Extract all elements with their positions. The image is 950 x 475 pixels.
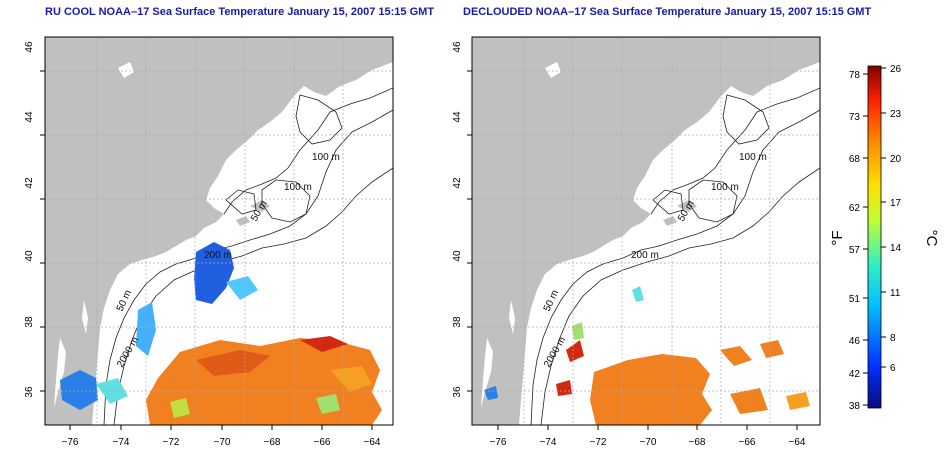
- lat-tick-label: 38: [24, 316, 35, 328]
- left-map-title: RU COOL NOAA–17 Sea Surface Temperature …: [45, 6, 435, 18]
- right-map: 100 m 100 m 50 m 200 m 50 m 2000 m 46 44…: [452, 36, 821, 448]
- c-tick-label: 11: [890, 288, 901, 299]
- fahrenheit-unit-label: °F: [829, 230, 846, 245]
- lat-tick-label: 36: [452, 386, 463, 398]
- f-tick-label: 78: [849, 70, 861, 81]
- left-map: 100 m 100 m 50 m 200 m 50 m 2000 m 46 44…: [24, 36, 394, 448]
- f-tick-label: 46: [849, 336, 861, 347]
- lon-tick-label: −64: [789, 437, 806, 448]
- c-tick-label: 6: [890, 363, 896, 374]
- c-tick-label: 14: [890, 243, 902, 254]
- lon-tick-label: −70: [214, 437, 231, 448]
- celsius-unit-label: °C: [923, 230, 940, 247]
- c-tick-label: 23: [890, 109, 902, 120]
- lon-tick-label: −72: [163, 437, 180, 448]
- sst-warm-region: [556, 340, 810, 425]
- lon-tick-label: −68: [264, 437, 281, 448]
- lon-tick-label: −76: [490, 437, 507, 448]
- lat-tick-label: 42: [24, 177, 35, 189]
- lat-tick-label: 40: [452, 250, 463, 262]
- c-tick-label: 20: [890, 154, 902, 165]
- lon-tick-label: −64: [364, 437, 381, 448]
- f-tick-label: 57: [849, 245, 861, 256]
- lat-tick-label: 46: [452, 41, 463, 53]
- contour-label: 200 m: [631, 250, 659, 261]
- lat-tick-label: 42: [452, 177, 463, 189]
- right-gridlines: [472, 37, 820, 425]
- lon-tick-label: −70: [640, 437, 657, 448]
- lon-tick-label: −72: [590, 437, 607, 448]
- f-tick-label: 51: [849, 294, 861, 305]
- lat-tick-label: 44: [24, 111, 35, 123]
- c-tick-label: 8: [890, 333, 896, 344]
- lat-tick-label: 44: [452, 111, 463, 123]
- sst-warm-region: [146, 336, 382, 425]
- lat-tick-label: 38: [452, 316, 463, 328]
- lon-tick-label: −76: [62, 437, 79, 448]
- contour-label: 100 m: [711, 182, 739, 193]
- lat-tick-label: 36: [24, 386, 35, 398]
- lon-tick-label: −74: [540, 437, 557, 448]
- lon-tick-label: −68: [689, 437, 706, 448]
- lon-tick-label: −74: [113, 437, 130, 448]
- c-tick-label: 26: [890, 64, 902, 75]
- right-lon-axis: −76 −74 −72 −70 −68 −66 −64: [490, 425, 806, 448]
- f-tick-label: 68: [849, 154, 861, 165]
- f-tick-label: 62: [849, 203, 861, 214]
- lon-tick-label: −66: [739, 437, 756, 448]
- contour-label: 100 m: [312, 152, 340, 163]
- lat-tick-label: 40: [24, 250, 35, 262]
- contour-label: 100 m: [739, 152, 767, 163]
- land-mass: [472, 37, 820, 425]
- c-tick-label: 17: [890, 198, 902, 209]
- lon-tick-label: −66: [314, 437, 331, 448]
- left-lat-axis: 46 44 42 40 38 36: [24, 41, 45, 398]
- sst-cold-region: [484, 286, 644, 400]
- f-tick-label: 38: [849, 401, 861, 412]
- right-map-title: DECLOUDED NOAA–17 Sea Surface Temperatur…: [463, 6, 872, 18]
- right-lat-axis: 46 44 42 40 38 36: [452, 41, 472, 398]
- lat-tick-label: 46: [24, 41, 35, 53]
- f-tick-label: 73: [849, 112, 861, 123]
- left-lon-axis: −76 −74 −72 −70 −68 −66 −64: [62, 425, 381, 448]
- contour-label: 100 m: [284, 182, 312, 193]
- contour-label: 200 m: [204, 250, 232, 261]
- land-mass: [45, 37, 393, 425]
- f-tick-label: 42: [849, 369, 861, 380]
- temperature-colorbar: °F °C 78 73 68 62 57 51 46 42 38 26 23 2…: [829, 64, 940, 412]
- left-gridlines: [45, 37, 393, 425]
